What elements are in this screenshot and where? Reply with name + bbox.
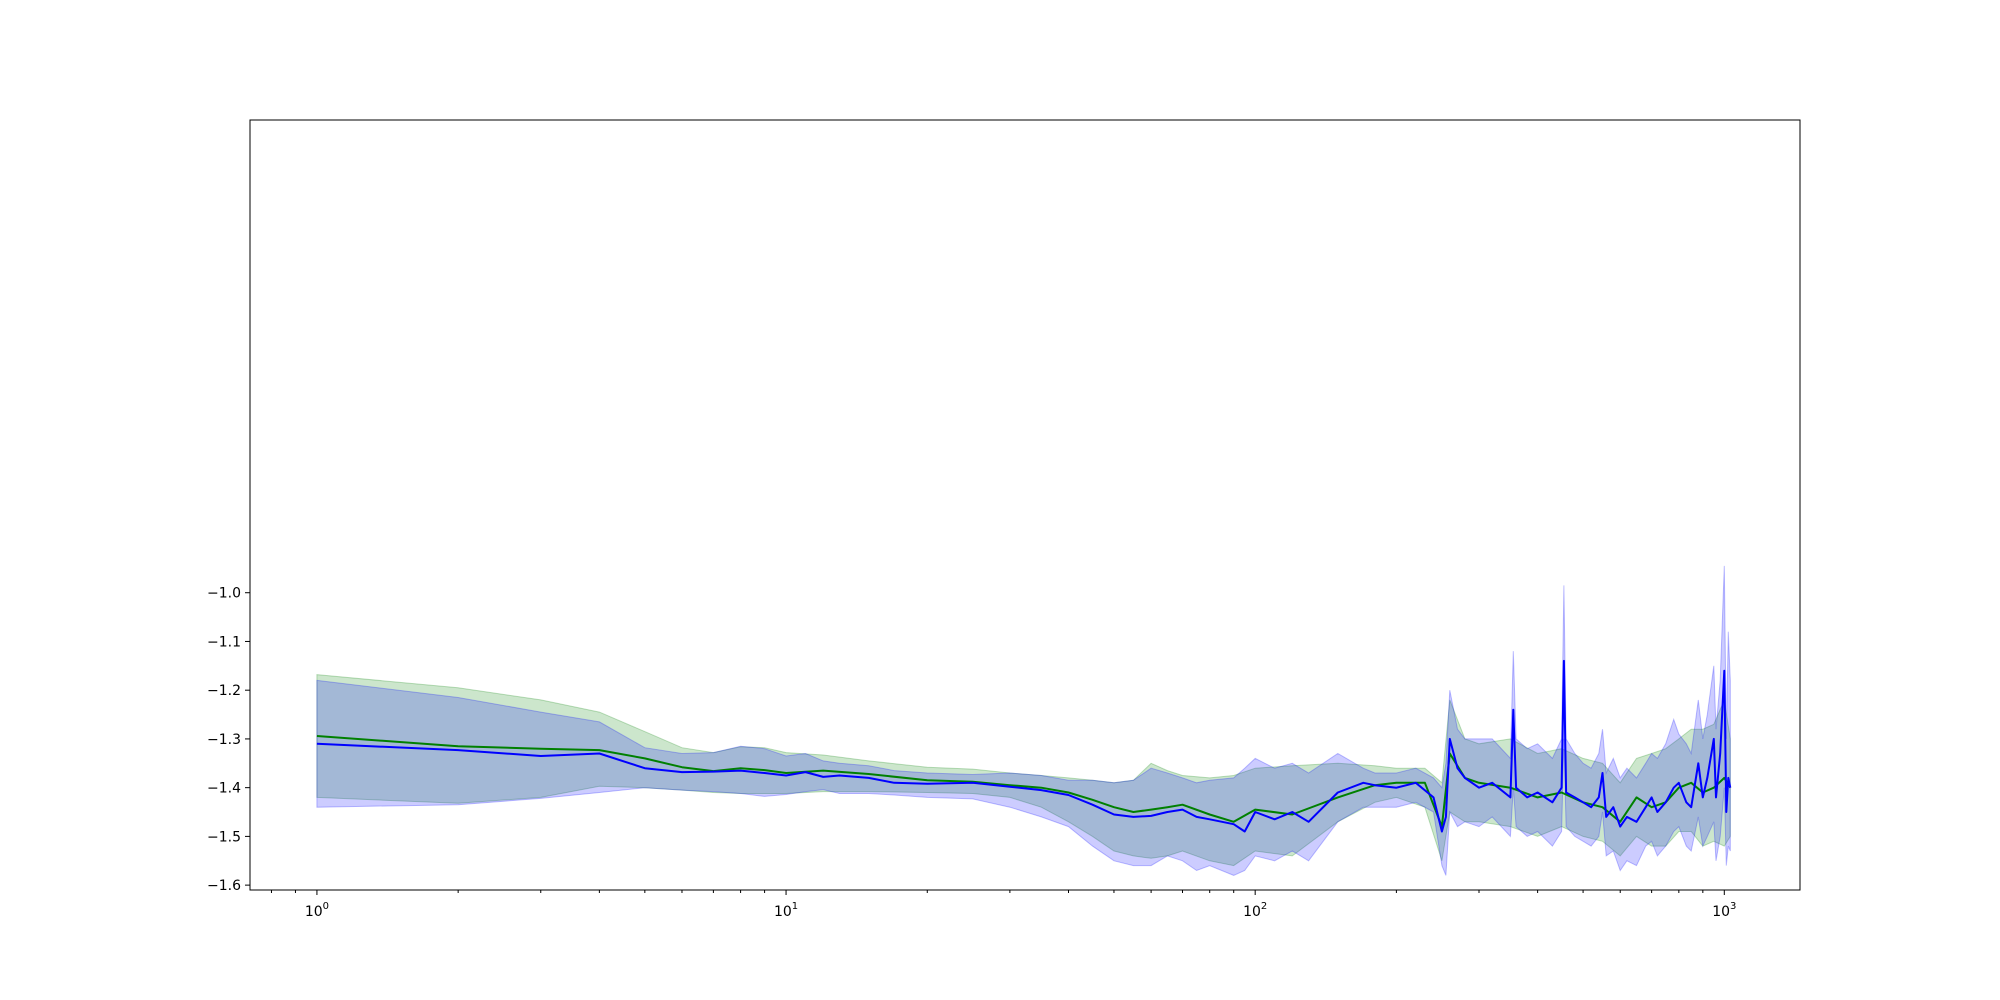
x-tick-label: 102 [1243, 901, 1267, 920]
series-lines [316, 659, 1732, 833]
y-tick-label: −1.2 [207, 683, 241, 699]
series-1-line [316, 735, 1732, 828]
y-axis: −1.0 −1.1 −1.2 −1.3 −1.4 −1.5 −1.6 [207, 586, 250, 894]
plot-frame [249, 119, 1801, 891]
y-tick-label: −1.1 [207, 634, 241, 650]
x-axis: 100 101 102 103 [270, 890, 1736, 920]
y-tick-label: −1.6 [207, 878, 241, 894]
series-2-band [316, 565, 1731, 876]
x-tick-label: 101 [774, 901, 798, 920]
y-tick-label: −1.0 [207, 586, 241, 602]
y-tick-label: −1.3 [207, 732, 241, 748]
series-2-line [316, 659, 1732, 833]
y-tick-label: −1.5 [207, 829, 241, 845]
x-tick-label: 103 [1712, 901, 1736, 920]
x-tick-label: 100 [305, 901, 329, 920]
y-tick-label: −1.4 [207, 781, 241, 797]
